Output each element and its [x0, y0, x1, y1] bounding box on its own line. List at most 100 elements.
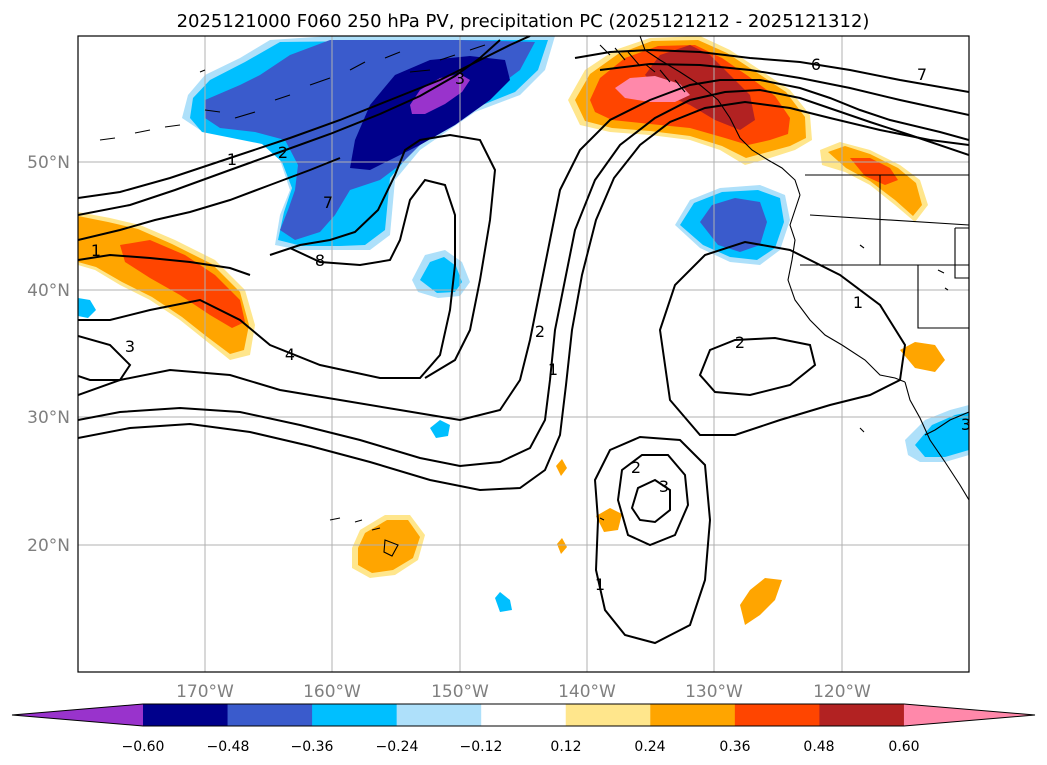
- contour-label: 2: [735, 333, 745, 352]
- precip-orange-small-25n: [556, 459, 567, 476]
- colorbar-tick-label: 0.24: [634, 739, 665, 755]
- colorbar-tick-label: −0.24: [376, 739, 419, 755]
- lat-tick-label: 30°N: [27, 408, 70, 428]
- contour-label: 3: [125, 337, 135, 356]
- latitude-labels: 50°N 40°N 30°N 20°N: [27, 153, 70, 556]
- pv-contour-trough-outer: [78, 157, 341, 241]
- precip-pink-gulf-alaska: [615, 76, 690, 102]
- contour-label: 7: [917, 65, 927, 84]
- contour-label: 2: [535, 322, 545, 341]
- pv-contour-2-north: [78, 39, 501, 216]
- precip-cyan-baja-inner: [915, 412, 969, 457]
- colorbar-swatch: [312, 704, 398, 726]
- colorbar-tick-label: 0.48: [803, 739, 834, 755]
- colorbar-tick-label: −0.48: [207, 739, 250, 755]
- colorbar-tick-label: −0.60: [122, 739, 165, 755]
- contour-label: 1: [227, 150, 237, 169]
- colorbar-ticks: −0.60 −0.48 −0.36 −0.24 −0.12 0.12 0.24 …: [122, 739, 920, 755]
- lon-tick-label: 150°W: [431, 682, 489, 702]
- hawaii-islands: [329, 517, 399, 557]
- precip-navy-core: [350, 56, 510, 170]
- pv-contour-2-northeast: [574, 48, 969, 93]
- pv-contour-3: [78, 335, 132, 381]
- colorbar-swatch: [565, 704, 651, 726]
- precip-orange-washington: [828, 146, 922, 216]
- pv-contour-7: [78, 79, 969, 422]
- colorbar-tick-label: 0.36: [719, 739, 750, 755]
- contour-label: 7: [323, 193, 333, 212]
- lat-tick-label: 40°N: [27, 281, 70, 301]
- pv-contour-2b-northeast: [599, 62, 969, 116]
- colorbar-swatch: [819, 704, 905, 726]
- precip-cyan-small-15n: [495, 592, 512, 612]
- precip-negative-shading: [78, 36, 969, 612]
- lon-tick-label: 140°W: [558, 682, 616, 702]
- precip-orange-southcentral: [740, 578, 782, 625]
- gridlines: [78, 36, 969, 672]
- lon-tick-label: 130°W: [685, 682, 743, 702]
- contour-label: 2: [278, 143, 288, 162]
- contour-label: 1: [595, 575, 605, 594]
- contour-label: 3: [659, 477, 669, 496]
- alaska-coast: [639, 36, 801, 196]
- pv-contour-1-south: [78, 253, 251, 276]
- longitude-labels: 170°W 160°W 150°W 140°W 130°W 120°W: [176, 682, 871, 702]
- alaska-islands: [599, 44, 686, 93]
- pv-contour-cutoff-1: [593, 435, 712, 645]
- precip-orange-socal: [900, 342, 945, 372]
- precip-orange-hawaii: [358, 520, 420, 573]
- contour-label: 3: [455, 69, 465, 88]
- colorbar-swatch: [734, 704, 820, 726]
- contour-label: 6: [811, 55, 821, 74]
- colorbar-swatch: [143, 704, 229, 726]
- contour-label: 1: [91, 241, 101, 260]
- pv-contour-cutoff-3: [630, 478, 671, 524]
- contour-label: 1: [548, 360, 558, 379]
- map-panel: 1 2 7 8 4 3 3 1 6 7 2 1 2 1 2 3 1 3: [27, 35, 971, 702]
- colorbar-swatch: [12, 704, 143, 726]
- pv-contour-low-1: [658, 240, 907, 436]
- colorbar-tick-label: 0.12: [550, 739, 581, 755]
- colorbar-swatch: [396, 704, 482, 726]
- figure-title: 2025121000 F060 250 hPa PV, precipitatio…: [177, 11, 870, 32]
- contour-label: 2: [631, 458, 641, 477]
- pv-contour-low-2: [698, 336, 817, 397]
- gulf-california-coast: [924, 411, 969, 436]
- small-islands: [199, 69, 949, 521]
- pv-contour-5: [78, 100, 969, 492]
- colorbar-tick-label: −0.36: [291, 739, 334, 755]
- colorbar-swatch: [903, 704, 1035, 726]
- contour-label: 8: [315, 251, 325, 270]
- colorbar-swatch: [227, 704, 313, 726]
- precip-purple-core: [410, 74, 470, 114]
- precip-cyan-small-30n: [430, 420, 450, 438]
- aleutian-islands: [99, 44, 486, 141]
- pv-contour-1-north: [78, 36, 531, 199]
- colorbar-outline: [11, 703, 1036, 727]
- precip-orange-small-20n: [557, 538, 567, 554]
- contour-label: 1: [853, 293, 863, 312]
- lon-tick-label: 120°W: [813, 682, 871, 702]
- pv-contour-4: [78, 178, 456, 379]
- precip-red-washington: [850, 158, 898, 185]
- map-frame: [77, 35, 970, 673]
- contour-labels: 1 2 7 8 4 3 3 1 6 7 2 1 2 1 2 3 1 3: [91, 55, 971, 594]
- pv-contour-8: [269, 133, 497, 379]
- lat-tick-label: 20°N: [27, 536, 70, 556]
- lat-tick-label: 50°N: [27, 153, 70, 173]
- pv-contours: [78, 36, 969, 645]
- colorbar-swatch: [650, 704, 736, 726]
- colorbar-swatches: [11, 703, 1036, 727]
- lon-tick-label: 170°W: [176, 682, 234, 702]
- contour-label: 4: [285, 345, 295, 364]
- pv-contour-6: [78, 88, 969, 468]
- precip-darkred-gulf-alaska: [645, 45, 755, 130]
- precip-cyan-central-inner: [420, 257, 462, 293]
- colorbar: −0.60 −0.48 −0.36 −0.24 −0.12 0.12 0.24 …: [11, 703, 1036, 755]
- precip-orange-small-22n: [596, 508, 622, 532]
- precip-blue2-offshore-oregon: [700, 198, 767, 252]
- contour-label: 3: [961, 415, 971, 434]
- state-borders: [800, 175, 969, 329]
- coastlines: [99, 36, 969, 557]
- colorbar-tick-label: 0.60: [888, 739, 919, 755]
